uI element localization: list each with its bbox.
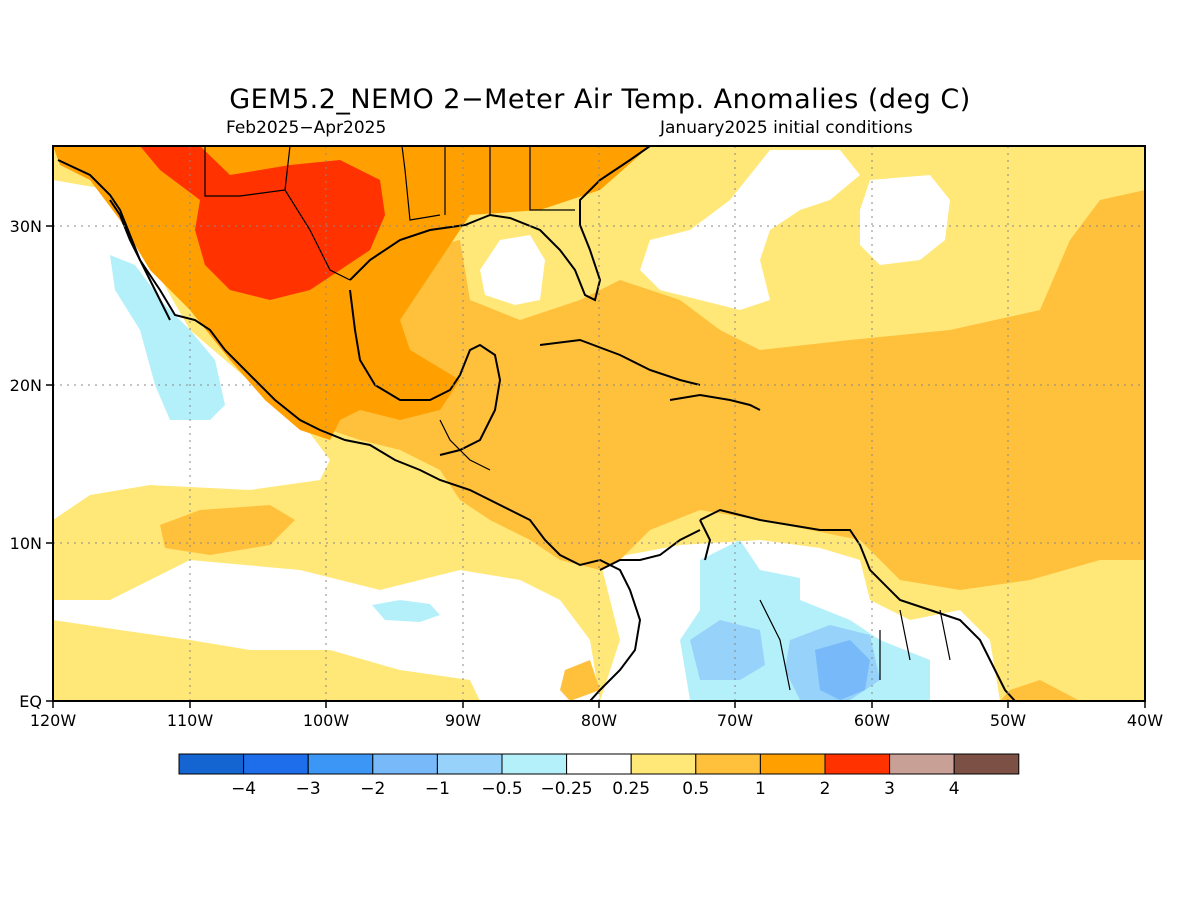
lon-labels: 120W 110W 100W 90W 80W 70W 60W 50W 40W xyxy=(30,711,1163,730)
colorbar-label: 0.5 xyxy=(682,779,709,799)
blue-region-sa-west xyxy=(690,620,765,680)
colorbar-swatch xyxy=(372,753,438,775)
dark-blue-region xyxy=(815,640,870,700)
axis-ticks xyxy=(46,225,1146,708)
initial-conditions: January2025 initial conditions xyxy=(660,118,913,138)
colorbar-swatch xyxy=(759,753,826,775)
coastlines xyxy=(57,146,1016,701)
colorbar: −4 −3 −2 −1 −0.5 −0.25 0.25 0.5 1 2 3 4 xyxy=(178,753,1020,799)
lon-label: 110W xyxy=(167,711,214,730)
white-region-atlantic xyxy=(640,150,860,310)
white-region-gulf xyxy=(480,235,545,305)
map-title: GEM5.2_NEMO 2−Meter Air Temp. Anomalies … xyxy=(229,84,971,115)
lon-label: 60W xyxy=(854,711,890,730)
map-field xyxy=(53,146,1145,701)
forecast-period: Feb2025−Apr2025 xyxy=(226,118,387,138)
lon-label: 120W xyxy=(30,711,77,730)
colorbar-swatch xyxy=(178,753,245,775)
red-region-texas xyxy=(140,146,385,300)
colorbar-label: 0.25 xyxy=(612,779,650,799)
colorbar-label: 4 xyxy=(949,779,960,799)
orange-region-amazon xyxy=(1000,680,1080,701)
lat-label: 10N xyxy=(10,534,42,553)
colorbar-swatch xyxy=(630,753,697,775)
colorbar-label: −1 xyxy=(425,779,450,799)
colorbar-swatch xyxy=(436,753,503,775)
lon-label: 40W xyxy=(1127,711,1163,730)
lat-label: 30N xyxy=(10,217,42,236)
lat-label: 20N xyxy=(10,376,42,395)
lon-label: 100W xyxy=(303,711,350,730)
colorbar-label: −0.5 xyxy=(481,779,522,799)
colorbar-swatch xyxy=(824,753,891,775)
colorbar-swatch xyxy=(307,753,374,775)
colorbar-swatch xyxy=(501,753,568,775)
lon-label: 90W xyxy=(445,711,481,730)
colorbar-label: −4 xyxy=(231,779,256,799)
cyan-region-baja xyxy=(110,255,225,420)
colorbar-label: 3 xyxy=(884,779,895,799)
colorbar-label: 1 xyxy=(755,779,766,799)
colorbar-label: −3 xyxy=(296,779,321,799)
lon-label: 70W xyxy=(717,711,753,730)
borders xyxy=(204,146,951,691)
colorbar-label: −0.25 xyxy=(541,779,593,799)
colorbar-swatch xyxy=(695,753,761,775)
lat-label: EQ xyxy=(19,692,42,711)
lon-label: 80W xyxy=(581,711,617,730)
orange-region-pacific-sw xyxy=(560,660,600,701)
colorbar-label: −2 xyxy=(360,779,385,799)
white-region-atlantic-2 xyxy=(860,175,950,265)
colorbar-label: 2 xyxy=(820,779,831,799)
colorbar-swatch xyxy=(243,753,309,775)
graticule xyxy=(53,146,1145,701)
cyan-region-pacific xyxy=(372,600,440,622)
lon-label: 50W xyxy=(990,711,1026,730)
lat-labels: EQ 10N 20N 30N xyxy=(10,217,42,711)
colorbar-swatch xyxy=(566,753,632,775)
colorbar-swatch xyxy=(953,753,1020,775)
colorbar-swatch xyxy=(889,753,955,775)
orange-region-caribbean xyxy=(320,190,1145,590)
